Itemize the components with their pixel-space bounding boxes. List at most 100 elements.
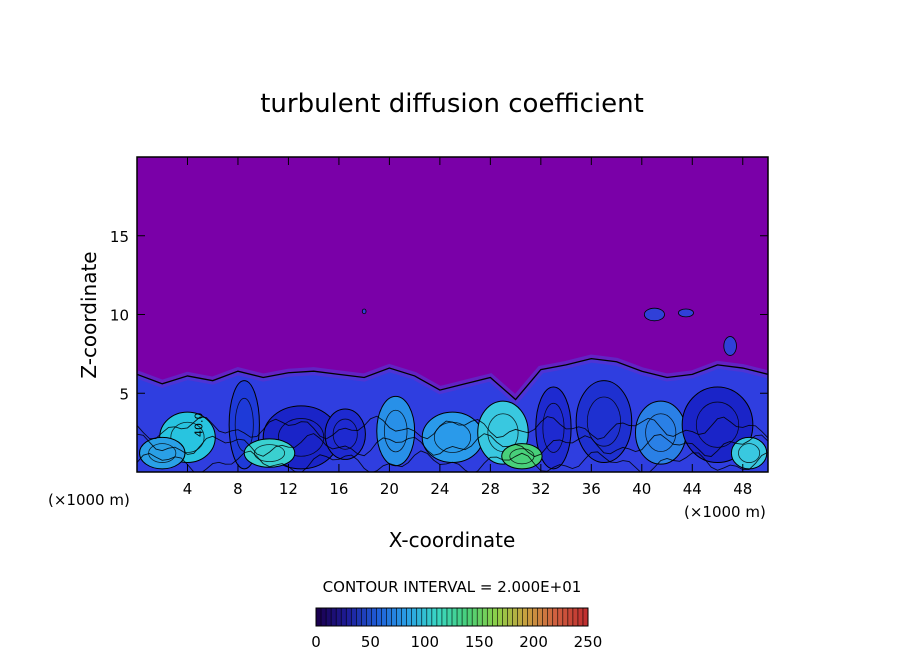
- colorbar-swatch: [326, 608, 332, 626]
- colorbar-swatch: [472, 608, 478, 626]
- y-axis: 5 10 15: [110, 228, 768, 403]
- colorbar-swatch: [416, 608, 423, 626]
- contour-value-label: 40.0: [193, 413, 206, 438]
- colorbar-swatch: [562, 608, 569, 626]
- x-tick-label: 36: [582, 480, 601, 498]
- x-tick-label: 40: [632, 480, 651, 498]
- x-tick-label: 44: [683, 480, 702, 498]
- colorbar-swatch: [341, 608, 347, 626]
- isolated-patch: [643, 307, 665, 322]
- colorbar-swatch: [316, 608, 322, 626]
- colorbar-swatch: [431, 608, 438, 626]
- colorbar-swatch: [522, 608, 529, 626]
- turbulent-layer: 40.0: [137, 307, 768, 472]
- eddy-inner-contour: [645, 413, 677, 452]
- colorbar-tick-label: 50: [361, 633, 380, 651]
- colorbar-swatch: [361, 608, 367, 626]
- x-tick-label: 16: [329, 480, 348, 498]
- eddy-inner-contour: [695, 401, 740, 448]
- isolated-patch: [361, 308, 367, 315]
- colorbar-swatch: [336, 608, 342, 626]
- x-tick-label: 48: [733, 480, 752, 498]
- colorbar-swatch: [502, 608, 508, 626]
- contour-line: [137, 357, 768, 401]
- eddy-inner-contour: [738, 443, 761, 463]
- colorbar-swatch: [371, 608, 377, 626]
- colorbar-swatch: [577, 608, 584, 626]
- colorbar-swatch: [482, 608, 488, 626]
- colorbar-swatch: [452, 608, 458, 626]
- contour-interval-label: CONTOUR INTERVAL = 2.000E+01: [323, 578, 582, 596]
- colorbar-swatch: [467, 608, 473, 626]
- colorbar-swatch: [462, 608, 468, 626]
- colorbar-swatch: [457, 608, 463, 626]
- contour-line: [137, 415, 768, 440]
- colorbar-swatch: [552, 608, 559, 626]
- colorbar-swatch: [572, 608, 579, 626]
- colorbar-swatch: [346, 608, 352, 626]
- eddy-contour: [421, 411, 484, 464]
- y-tick-label: 5: [119, 385, 129, 403]
- colorbar-tick-label: 0: [311, 633, 321, 651]
- eddy-contour: [501, 443, 543, 470]
- colorbar-ticks: 0 50 100 150 200 250: [311, 633, 602, 651]
- x-tick-label: 24: [430, 480, 449, 498]
- colorbar-swatch: [507, 608, 513, 626]
- colorbar-frame: [315, 607, 589, 627]
- colorbar-swatch: [532, 608, 539, 626]
- colorbar-swatch: [406, 608, 413, 626]
- eddy-contour: [575, 380, 633, 464]
- colorbar-tick-label: 100: [410, 633, 439, 651]
- x-axis: 4 8 12 16 20 24 28 32 36 40 44 48: [183, 157, 752, 498]
- y-tick-label: 15: [110, 228, 129, 246]
- x-unit-left: (×1000 m): [48, 491, 130, 509]
- colorbar-swatch: [356, 608, 362, 626]
- colorbar-swatch: [441, 608, 448, 626]
- eddy-contour: [324, 408, 366, 460]
- isolated-patch: [723, 336, 737, 356]
- colorbar-swatch: [331, 608, 337, 626]
- colorbar-swatch: [321, 608, 327, 626]
- eddy-inner-contour: [170, 421, 205, 453]
- colorbar-swatch: [366, 608, 372, 626]
- colorbar-swatch: [477, 608, 483, 626]
- colorbar-tick-label: 250: [574, 633, 603, 651]
- eddy-contour: [139, 436, 186, 470]
- eddy-inner-contour: [253, 444, 286, 463]
- colorbar-swatch: [497, 608, 503, 626]
- colorbar-swatch: [376, 608, 382, 626]
- x-unit-right: (×1000 m): [684, 503, 766, 521]
- x-axis-label: X-coordinate: [389, 528, 516, 552]
- colorbar-swatch: [426, 608, 433, 626]
- colorbar-swatch: [401, 608, 408, 626]
- colorbar-swatch: [386, 608, 393, 626]
- contour-line: [137, 450, 768, 472]
- eddy-inner-contour: [586, 396, 621, 447]
- x-tick-label: 28: [481, 480, 500, 498]
- colorbar-swatch: [517, 608, 524, 626]
- colorbar-tick-label: 150: [465, 633, 494, 651]
- colorbar-swatch: [446, 608, 453, 626]
- colorbar-swatch: [557, 608, 564, 626]
- colorbar-swatch: [381, 608, 388, 626]
- colorbar: [315, 607, 589, 627]
- colorbar-swatch: [492, 608, 498, 626]
- eddy-inner-contour: [148, 443, 177, 463]
- contour-line: [137, 433, 768, 458]
- y-axis-label: Z-coordinate: [77, 251, 101, 378]
- x-tick-label: 4: [183, 480, 193, 498]
- colorbar-swatch: [391, 608, 398, 626]
- colorbar-swatch: [582, 608, 589, 626]
- colorbar-swatch: [396, 608, 403, 626]
- colorbar-swatch: [351, 608, 357, 626]
- eddy-contour: [243, 438, 296, 468]
- colorbar-swatch: [436, 608, 443, 626]
- colorbar-swatch: [512, 608, 518, 626]
- colorbar-swatch: [547, 608, 554, 626]
- plot-area: 40.0: [136, 156, 769, 473]
- colorbar-tick-label: 200: [519, 633, 548, 651]
- colorbar-swatch: [421, 608, 428, 626]
- colorbar-swatch: [411, 608, 418, 626]
- chart-title: turbulent diffusion coefficient: [260, 89, 644, 119]
